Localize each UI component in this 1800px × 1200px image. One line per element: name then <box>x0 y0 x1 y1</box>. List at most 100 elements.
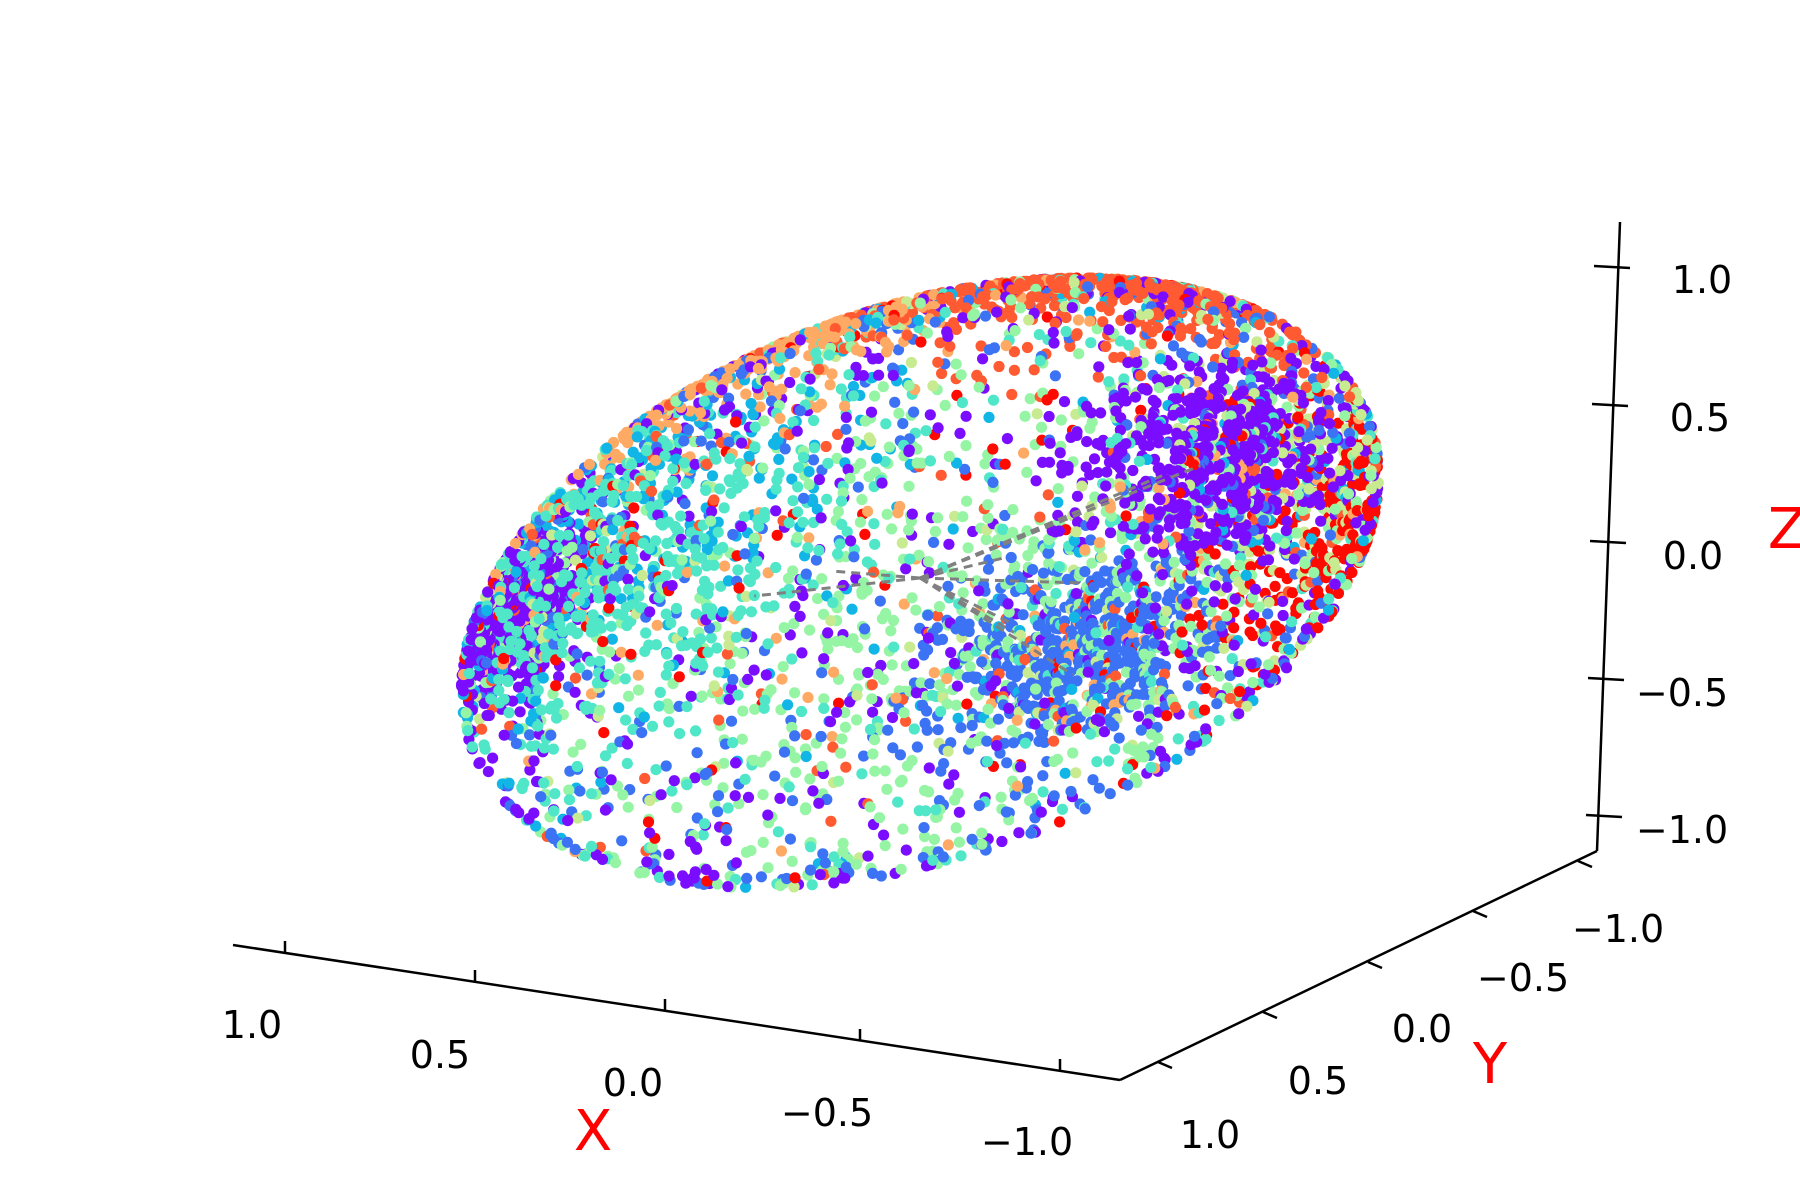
scatter-point <box>730 631 743 643</box>
scatter-point <box>981 621 993 633</box>
scatter-point <box>769 770 781 782</box>
scatter-point <box>1365 483 1377 495</box>
scatter-point <box>549 788 561 800</box>
scatter-point <box>1160 556 1172 569</box>
scatter-point <box>717 606 729 618</box>
scatter-point <box>953 836 966 848</box>
scatter-point <box>621 738 634 750</box>
scatter-point <box>949 794 961 806</box>
scatter-point <box>987 443 999 455</box>
scatter-point <box>1025 827 1037 839</box>
scatter-point <box>789 730 801 742</box>
scatter-point <box>1146 676 1158 688</box>
scatter-point <box>619 673 631 685</box>
scatter-point <box>795 705 808 718</box>
scatter-point <box>548 805 560 817</box>
scatter-point <box>741 463 753 476</box>
scatter-point <box>603 668 615 681</box>
scatter-point <box>660 569 672 582</box>
scatter-point <box>973 800 985 812</box>
scatter-point <box>1001 757 1013 769</box>
scatter-point <box>645 485 658 497</box>
scatter-point <box>661 489 673 501</box>
scatter-point <box>879 336 892 348</box>
scatter-point <box>740 388 752 400</box>
scatter-point <box>1343 391 1356 403</box>
scatter-point <box>894 776 907 788</box>
scatter-point <box>550 680 562 692</box>
scatter-point <box>538 538 550 551</box>
scatter-point <box>1263 311 1275 323</box>
scatter-point <box>572 468 585 480</box>
scatter-point <box>1007 737 1020 749</box>
scatter-point <box>815 730 827 743</box>
scatter-point <box>1361 434 1373 446</box>
scatter-point <box>878 829 890 841</box>
scatter-point <box>501 608 513 620</box>
scatter-point <box>487 752 499 764</box>
scatter-point <box>910 604 922 616</box>
scatter-point <box>1043 547 1055 559</box>
scatter-point <box>1103 376 1115 388</box>
scatter-point <box>794 405 806 417</box>
scatter-point <box>724 453 736 465</box>
scatter-point <box>895 863 907 875</box>
scatter-point <box>1079 803 1091 815</box>
scatter-point <box>931 622 944 634</box>
scatter-point <box>585 788 598 800</box>
scatter-point <box>729 790 741 802</box>
scatter-point <box>844 696 856 708</box>
scatter-point <box>943 291 955 303</box>
scatter-point <box>575 738 587 751</box>
scatter-point <box>1224 692 1236 705</box>
scatter-point <box>959 463 971 475</box>
scatter-point <box>663 870 675 882</box>
scatter-point <box>929 316 941 328</box>
scatter-point <box>741 872 753 885</box>
scatter-point <box>462 725 474 737</box>
scatter-point <box>877 673 889 686</box>
scatter-point <box>755 871 768 883</box>
scatter-point <box>932 356 944 368</box>
scatter-point <box>820 440 832 453</box>
scatter-point <box>625 648 637 660</box>
scatter-point <box>789 687 801 699</box>
scatter-point <box>563 784 575 796</box>
scatter-point <box>721 648 734 660</box>
scatter-point <box>679 498 691 510</box>
scatter-point <box>1070 767 1082 779</box>
scatter-point <box>659 450 671 462</box>
scatter-point <box>753 472 765 484</box>
scatter-point <box>757 836 769 849</box>
scatter-point <box>644 827 656 839</box>
scatter-point <box>523 813 535 825</box>
scatter-point <box>698 533 710 545</box>
scatter-point <box>775 845 788 857</box>
scatter-point <box>794 334 806 346</box>
scatter-point <box>903 524 915 536</box>
scatter-point <box>1359 524 1371 536</box>
scatter-point <box>1161 710 1173 722</box>
scatter-point <box>708 869 720 881</box>
scatter-point <box>828 866 840 878</box>
scatter-point <box>673 671 685 683</box>
scatter-point <box>1182 680 1194 692</box>
scatter-point <box>1286 587 1298 599</box>
scatter-point <box>800 729 812 741</box>
scatter-point <box>730 857 742 869</box>
scatter-point <box>705 632 717 644</box>
scatter-point <box>1228 622 1240 634</box>
scatter-point <box>824 379 836 391</box>
scatter-point <box>724 658 736 670</box>
scatter-point <box>788 618 800 630</box>
scatter-point <box>1129 671 1141 683</box>
scatter-point <box>671 422 683 435</box>
scatter-point <box>572 812 584 824</box>
scatter-point <box>867 748 879 760</box>
scatter-point <box>791 425 803 437</box>
scatter-point <box>503 777 515 789</box>
scatter-point <box>1114 657 1126 669</box>
scatter-point <box>742 791 755 804</box>
scatter-point <box>742 673 754 686</box>
scatter-point <box>1284 326 1296 338</box>
